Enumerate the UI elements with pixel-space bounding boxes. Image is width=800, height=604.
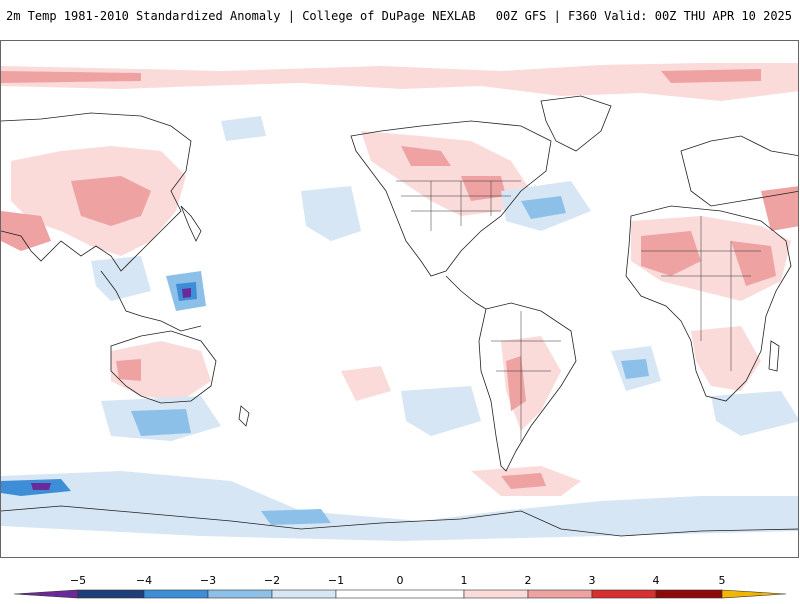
new-zealand-coastline bbox=[238, 405, 250, 427]
tick-label: 5 bbox=[719, 574, 726, 587]
colorbar-segment-minus1-1 bbox=[335, 589, 465, 599]
southeast-asia-coastline bbox=[100, 270, 202, 332]
north-america-coastline bbox=[350, 120, 552, 277]
central-america-coastline bbox=[445, 275, 487, 310]
south-america-coastline bbox=[478, 302, 577, 472]
colorbar-legend: −5 −4 −3 −2 −1 0 1 2 3 4 5 bbox=[0, 568, 800, 600]
tick-label: −1 bbox=[328, 574, 344, 587]
product-title: 2m Temp 1981-2010 Standardized Anomaly |… bbox=[6, 9, 476, 23]
philippine-extreme bbox=[182, 288, 191, 298]
west-pacific-cool bbox=[91, 256, 151, 301]
indian-ocean-cool bbox=[711, 391, 798, 436]
colorbar-segment-minus3-minus2 bbox=[207, 589, 273, 599]
south-atlantic-cool-core bbox=[621, 359, 649, 379]
north-pacific-cool bbox=[301, 186, 361, 241]
colorbar-segment-minus5-minus4 bbox=[77, 589, 145, 599]
colorbar-segment-4-5 bbox=[655, 589, 723, 599]
pacific-warm-patch bbox=[341, 366, 391, 401]
model-valid-time: 00Z GFS | F360 Valid: 00Z THU APR 10 202… bbox=[495, 9, 792, 23]
antarctic-cool-band bbox=[1, 471, 798, 541]
colorbar-segment-1-2 bbox=[463, 589, 529, 599]
europe-coastline bbox=[680, 135, 798, 207]
canada-warm bbox=[401, 146, 451, 166]
eurasia-coastline bbox=[1, 112, 192, 272]
southern-africa-warm bbox=[691, 326, 761, 391]
tick-label: −3 bbox=[200, 574, 216, 587]
great-lakes-warm bbox=[461, 176, 506, 201]
australia-warm bbox=[111, 341, 211, 401]
africa-borders bbox=[641, 216, 761, 371]
colorbar-svg: −5 −4 −3 −2 −1 0 1 2 3 4 5 bbox=[13, 574, 787, 599]
colorbar-arrow-left bbox=[13, 589, 79, 599]
tick-label: 3 bbox=[589, 574, 596, 587]
australia-coastline bbox=[110, 330, 217, 404]
arctic-warm-band bbox=[1, 63, 798, 101]
south-pacific-cool bbox=[401, 386, 481, 436]
arctic-strong-warm bbox=[1, 71, 141, 83]
antarctic-extreme-west bbox=[31, 483, 51, 490]
south-america-borders bbox=[491, 311, 561, 441]
sahara-warm bbox=[641, 231, 701, 276]
cool-anomaly-layer bbox=[1, 116, 798, 541]
colorbar-segment-minus2-minus1 bbox=[271, 589, 337, 599]
header: 2m Temp 1981-2010 Standardized Anomaly |… bbox=[0, 0, 800, 32]
southern-ocean-cool-core bbox=[131, 409, 191, 436]
antarctic-cool-core-east bbox=[261, 509, 331, 525]
colorbar-segment-3-4 bbox=[591, 589, 657, 599]
japan-coastline bbox=[180, 205, 202, 242]
greenland-coastline bbox=[540, 95, 612, 152]
colorbar-segment-2-3 bbox=[527, 589, 593, 599]
us-state-borders bbox=[396, 180, 521, 231]
tick-label: 4 bbox=[653, 574, 660, 587]
west-asia-warm bbox=[1, 211, 51, 251]
tick-label: −5 bbox=[70, 574, 86, 587]
madagascar-coastline bbox=[768, 340, 780, 372]
map-canvas bbox=[1, 63, 798, 541]
china-warm bbox=[71, 176, 151, 226]
antarctica-coastline bbox=[1, 505, 798, 537]
tick-label: 0 bbox=[397, 574, 404, 587]
colorbar-segment-minus4-minus3 bbox=[143, 589, 209, 599]
tick-label: 2 bbox=[525, 574, 532, 587]
anomaly-map bbox=[0, 40, 799, 558]
tick-label: −2 bbox=[264, 574, 280, 587]
east-africa-warm bbox=[731, 241, 776, 286]
tick-label: 1 bbox=[461, 574, 468, 587]
colorbar-arrow-right bbox=[721, 589, 787, 599]
coastline-layer bbox=[1, 95, 798, 537]
arctic-strong-warm-east bbox=[661, 69, 761, 83]
west-australia-warm bbox=[116, 359, 141, 381]
atlantic-cool-core bbox=[521, 196, 566, 219]
warm-anomaly-layer bbox=[1, 63, 798, 496]
africa-coastline bbox=[625, 205, 792, 402]
antarctic-strong-warm bbox=[501, 473, 546, 489]
north-cool-patch bbox=[221, 116, 266, 141]
middle-east-warm bbox=[761, 186, 798, 231]
tick-label: −4 bbox=[136, 574, 152, 587]
